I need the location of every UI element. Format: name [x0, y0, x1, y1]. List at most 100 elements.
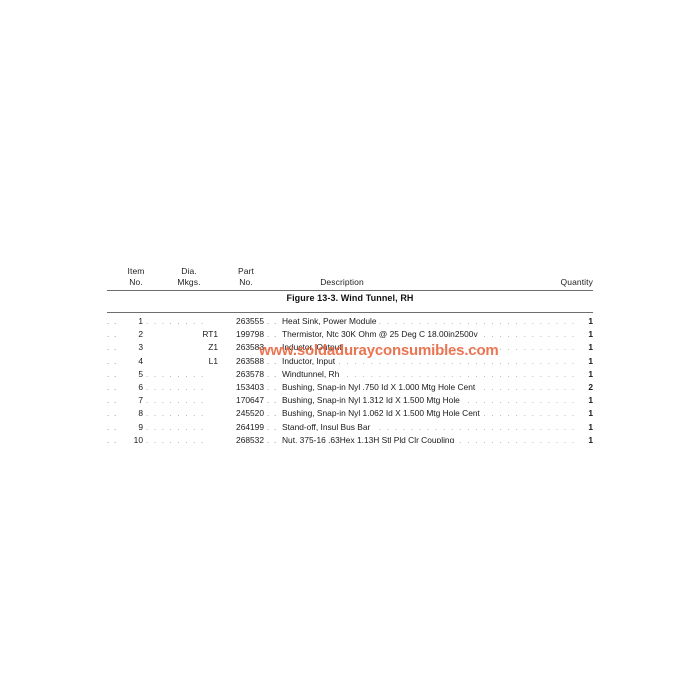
column-header-dia-mkgs: Dia. Mkgs.: [165, 266, 213, 287]
table-row[interactable]: . . 6 . . . . . . . . . . . . . . . . . …: [107, 380, 593, 395]
row-quantity: 1: [579, 433, 593, 443]
row-leader-prefix: . .: [107, 395, 118, 406]
row-item-no: 9: [138, 421, 143, 432]
row-leader-dots-a: . . . . . . . . . . . . . . . . . . . .: [146, 316, 204, 326]
row-leader-dots-c: . . . . . . . . . . . . . . . . . . . . …: [282, 355, 577, 366]
table-header-row: Item No. Dia. Mkgs. Part No. Description…: [107, 266, 593, 290]
row-description: Inductor, Input: [282, 354, 338, 368]
table-row[interactable]: . . 3 . . . . . . . . . . . . . . . . . …: [107, 341, 593, 355]
row-part-no[interactable]: 263578: [236, 368, 264, 379]
table-row[interactable]: . . 7 . . . . . . . . . . . . . . . . . …: [107, 394, 593, 408]
column-header-description: Description: [320, 276, 364, 287]
row-part-no[interactable]: 263588: [236, 355, 264, 366]
table-row[interactable]: . . 10 . . . . . . . . . . . . . . . . .…: [107, 433, 593, 443]
row-description: Windtunnel, Rh: [282, 367, 342, 381]
row-item-no: 5: [138, 368, 143, 379]
row-leader-dots-c: . . . . . . . . . . . . . . . . . . . . …: [282, 421, 577, 432]
row-leader-suffix: . .: [267, 342, 278, 353]
row-leader-suffix: . .: [267, 329, 278, 340]
row-item-no: 4: [138, 355, 143, 366]
table-row[interactable]: . . 5 . . . . . . . . . . . . . . . . . …: [107, 367, 593, 381]
figure-divider-rule: [107, 312, 593, 313]
row-item-no: 3: [138, 342, 143, 353]
row-description: Inductor, Output: [282, 341, 344, 355]
column-header-part-no: Part No.: [225, 266, 267, 287]
row-leader-suffix: . .: [267, 434, 278, 443]
row-quantity: 1: [579, 328, 593, 342]
row-dia-mkgs: L1: [146, 354, 220, 368]
row-leader-prefix: . .: [107, 408, 118, 419]
column-header-part-no-line2: No.: [239, 276, 253, 287]
row-quantity: 1: [579, 367, 593, 381]
row-leader-prefix: . .: [107, 368, 118, 379]
column-header-quantity: Quantity: [560, 276, 593, 287]
row-leader-suffix: . .: [267, 368, 278, 379]
row-leader-dots-c: . . . . . . . . . . . . . . . . . . . . …: [282, 368, 577, 379]
row-description: Heat Sink, Power Module: [282, 315, 379, 329]
row-quantity: 1: [579, 315, 593, 329]
row-item-no: 6: [138, 381, 143, 392]
row-leader-suffix: . .: [267, 408, 278, 419]
row-item-no: 2: [138, 329, 143, 340]
row-quantity: 1: [579, 394, 593, 408]
row-leader-dots-a: . . . . . . . . . . . . . . . . . . . .: [146, 408, 204, 419]
row-part-no[interactable]: 263583: [236, 342, 264, 353]
column-header-part-no-line1: Part: [238, 266, 254, 276]
row-description: Bushing, Snap-in Nyl 1.062 Id X 1.500 Mt…: [282, 407, 482, 421]
row-leader-dots-a: . . . . . . . . . . . . . . . . . . . .: [146, 395, 204, 406]
column-header-dia-mkgs-line1: Dia.: [181, 266, 197, 276]
row-part-no[interactable]: 153403: [236, 381, 264, 392]
row-leader-prefix: . .: [107, 421, 118, 432]
table-row[interactable]: . . 8 . . . . . . . . . . . . . . . . . …: [107, 407, 593, 421]
row-item-no: 1: [138, 316, 143, 326]
row-description: Nut, 375-16 .63Hex 1.13H Stl Pld Clr Cou…: [282, 433, 457, 443]
row-part-no[interactable]: 170647: [236, 395, 264, 406]
row-part-no[interactable]: 268532: [236, 434, 264, 443]
row-quantity: 1: [579, 341, 593, 355]
row-item-no: 7: [138, 395, 143, 406]
figure-title: Figure 13-3. Wind Tunnel, RH: [286, 293, 414, 303]
table-row[interactable]: . . 4 . . . . . . . . . . . . . . . . . …: [107, 354, 593, 368]
row-leader-suffix: . .: [267, 381, 278, 392]
table-row[interactable]: . . 1 . . . . . . . . . . . . . . . . . …: [107, 315, 593, 329]
row-quantity: 1: [579, 407, 593, 421]
row-leader-dots-a: . . . . . . . . . . . . . . . . . . . .: [146, 368, 204, 379]
row-leader-prefix: . .: [107, 329, 118, 340]
row-leader-prefix: . .: [107, 342, 118, 353]
column-header-item-no-line1: Item: [127, 266, 145, 276]
row-quantity: 2: [579, 380, 593, 395]
row-description: Stand-off, Insul Bus Bar: [282, 420, 373, 434]
row-quantity: 1: [579, 420, 593, 434]
row-leader-prefix: . .: [107, 316, 118, 326]
row-description: Bushing, Snap-in Nyl .750 Id X 1.000 Mtg…: [282, 380, 478, 395]
row-leader-suffix: . .: [267, 316, 278, 326]
parts-list-table: Item No. Dia. Mkgs. Part No. Description…: [107, 266, 593, 443]
row-item-no: 8: [138, 408, 143, 419]
row-leader-dots-a: . . . . . . . . . . . . . . . . . . . .: [146, 421, 204, 432]
table-row[interactable]: . . 9 . . . . . . . . . . . . . . . . . …: [107, 420, 593, 434]
row-leader-suffix: . .: [267, 355, 278, 366]
column-header-item-no: Item No.: [115, 266, 157, 287]
row-leader-prefix: . .: [107, 434, 118, 443]
column-header-item-no-line2: No.: [129, 276, 143, 287]
table-row[interactable]: . . 2 . . . . . . . . . . . . . . . . . …: [107, 328, 593, 342]
row-leader-dots-a: . . . . . . . . . . . . . . . . . . . .: [146, 381, 204, 392]
row-leader-suffix: . .: [267, 421, 278, 432]
row-leader-suffix: . .: [267, 395, 278, 406]
row-leader-dots-c: . . . . . . . . . . . . . . . . . . . . …: [282, 316, 577, 326]
row-leader-prefix: . .: [107, 381, 118, 392]
row-leader-dots-a: . . . . . . . . . . . . . . . . . . . .: [146, 434, 204, 443]
row-dia-mkgs: RT1: [146, 328, 220, 342]
row-quantity: 1: [579, 354, 593, 368]
row-part-no[interactable]: 263555: [236, 316, 264, 326]
row-leader-prefix: . .: [107, 355, 118, 366]
row-part-no[interactable]: 264199: [236, 421, 264, 432]
parts-row-list: . . 1 . . . . . . . . . . . . . . . . . …: [107, 315, 593, 443]
header-divider-rule: [107, 290, 593, 291]
row-item-no: 10: [133, 434, 143, 443]
row-part-no[interactable]: 245520: [236, 408, 264, 419]
row-dia-mkgs: Z1: [146, 341, 220, 355]
row-part-no[interactable]: 199798: [236, 329, 264, 340]
row-description: Thermistor, Ntc 30K Ohm @ 25 Deg C 18.00…: [282, 328, 480, 342]
